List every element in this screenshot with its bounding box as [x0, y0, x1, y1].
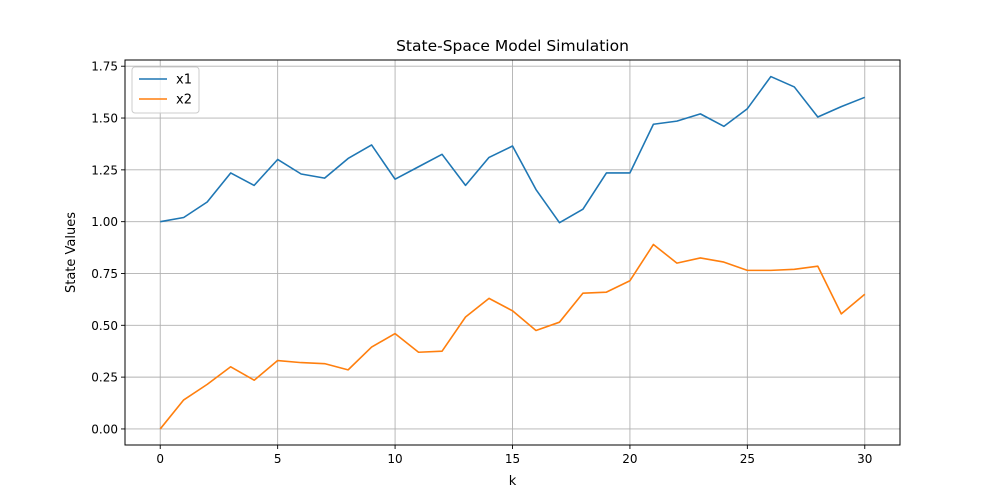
x-tick-label: 15 — [505, 452, 520, 466]
y-tick-label: 0.25 — [91, 371, 118, 385]
chart-title: State-Space Model Simulation — [396, 37, 629, 55]
y-tick-label: 0.75 — [91, 267, 118, 281]
series-lines — [159, 75, 866, 430]
legend-label-x2: x2 — [176, 93, 192, 108]
y-tick-label: 1.50 — [91, 112, 118, 126]
y-axis-label: State Values — [64, 212, 79, 293]
grid — [125, 60, 900, 445]
series-line-x1 — [160, 75, 866, 224]
x-tick-label: 30 — [857, 452, 872, 466]
x-tick-label: 20 — [622, 452, 637, 466]
y-tick-label: 1.25 — [91, 163, 118, 177]
legend-label-x1: x1 — [176, 73, 192, 88]
x-tick-label: 0 — [156, 452, 164, 466]
series-line-x2 — [159, 243, 866, 430]
legend: x1 x2 — [131, 66, 200, 114]
x-tick-label: 5 — [274, 452, 282, 466]
y-tick-label: 1.75 — [91, 60, 118, 74]
y-tick-label: 0.00 — [91, 422, 118, 436]
x-axis-label: k — [509, 474, 517, 489]
x-axis-ticks: 0 5 10 15 20 25 30 — [156, 445, 872, 466]
y-tick-label: 0.50 — [91, 319, 118, 333]
y-tick-label: 1.00 — [91, 215, 118, 229]
y-axis-ticks: 0.00 0.25 0.50 0.75 1.00 1.25 1.50 1.75 — [91, 60, 125, 436]
x-tick-label: 25 — [740, 452, 755, 466]
x-tick-label: 10 — [387, 452, 402, 466]
